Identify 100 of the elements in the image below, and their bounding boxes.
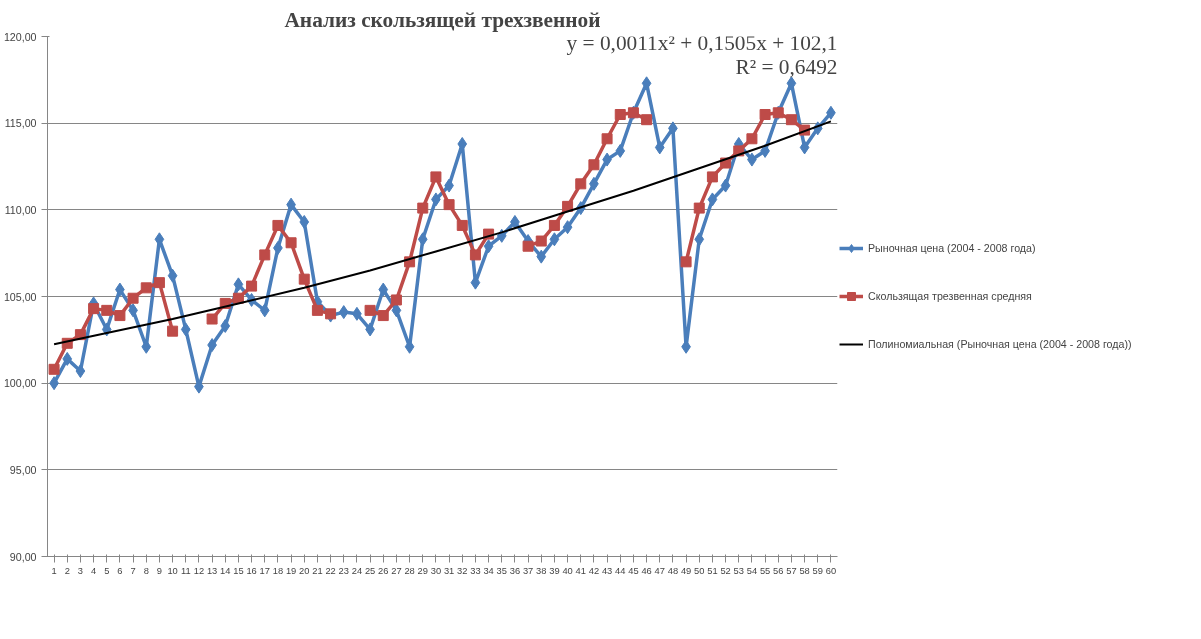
point [233,277,244,292]
x-tick-label: 4 [90,565,97,576]
legend-label: Рыночная цена (2004 - 2008 года) [868,242,1036,254]
x-tick-label: 55 [759,565,771,576]
point [694,232,705,247]
x-tick-label: 26 [378,565,389,576]
x-tick-label: 41 [575,565,586,576]
y-tick-label: 105,00 [3,290,37,303]
annotation: y = 0,0011x² + 0,1505x + 102,1 [566,31,838,56]
x-tick-label: 3 [77,565,84,576]
x-tick-label: 34 [483,565,494,576]
x-tick-label: 14 [220,565,231,576]
x-tick-label: 39 [549,565,560,576]
point [443,199,455,211]
x-tick-label: 47 [654,565,665,576]
x-tick-label: 19 [285,565,297,576]
point [535,235,547,247]
y-tick-label: 100,00 [3,377,37,390]
x-tick-label: 1 [51,565,57,576]
point [62,351,73,366]
point [101,304,113,316]
point [575,178,587,190]
point [746,133,758,145]
point [456,219,468,231]
legend-label: Полиномиальная (Рыночная цена (2004 - 2008 года)) [868,338,1132,350]
x-tick-label: 46 [641,565,652,576]
point [483,239,494,254]
point [378,282,389,297]
x-tick-label: 57 [786,565,797,576]
x-tick-label: 10 [167,565,178,576]
x-tick-label: 13 [206,565,218,576]
x-tick-label: 43 [601,565,613,576]
x-tick-label: 24 [351,565,363,576]
x-tick-label: 6 [117,565,123,576]
point [272,219,284,231]
point [390,294,402,306]
x-tick-label: 17 [259,565,270,576]
x-tick-label: 59 [812,565,823,576]
point [75,364,86,379]
point [430,171,442,183]
x-tick-label: 15 [233,565,244,576]
point [759,109,771,120]
point [654,140,665,155]
chart-title: Анализ скользящей трехзвенной [284,7,601,32]
x-tick-label: 2 [64,565,70,576]
point [707,192,718,207]
point [285,237,297,249]
x-tick-label: 20 [299,565,310,576]
point [615,143,626,158]
point [680,256,692,268]
point [799,140,810,155]
point [601,133,613,145]
point [311,304,323,316]
annotation: R² = 0,6492 [735,54,838,79]
x-tick-label: 51 [707,565,718,576]
point [48,363,60,375]
x-tick-label: 16 [246,565,257,576]
point [364,304,376,316]
x-tick-label: 22 [325,565,336,576]
x-tick-label: 11 [180,565,191,576]
x-tick-label: 7 [130,565,136,576]
x-tick-label: 31 [443,565,455,576]
y-tick-label: 95,00 [9,463,37,476]
x-tick-label: 49 [680,565,692,576]
point [391,303,402,318]
x-tick-label: 12 [193,565,205,576]
x-tick-label: 33 [470,565,481,576]
x-tick-label: 44 [615,565,626,576]
point [259,303,270,318]
point [127,292,139,304]
x-tick-label: 56 [773,565,784,576]
point [114,310,126,322]
point [417,202,429,214]
point [785,114,797,126]
point [220,318,231,333]
point [588,159,600,171]
y-tick-label: 90,00 [9,550,37,563]
x-tick-label: 58 [799,565,810,576]
x-tick-label: 21 [312,565,323,576]
y-tick-label: 115,00 [4,117,37,130]
x-tick-label: 36 [509,565,521,576]
point [693,202,705,214]
point [167,325,179,337]
point [259,249,271,261]
point [180,322,191,337]
x-tick-label: 5 [104,565,110,576]
point [469,249,481,261]
point [167,268,178,283]
point [548,219,560,231]
point [562,220,573,235]
x-tick-label: 52 [720,565,731,576]
point [614,109,626,120]
x-tick-label: 27 [391,565,402,576]
x-tick-label: 53 [733,565,744,576]
point [206,313,218,325]
x-tick-label: 42 [588,565,600,576]
point [88,303,100,315]
point [549,232,560,247]
legend-label: Скользящая трезвенная средняя [868,290,1032,302]
point [338,305,349,320]
